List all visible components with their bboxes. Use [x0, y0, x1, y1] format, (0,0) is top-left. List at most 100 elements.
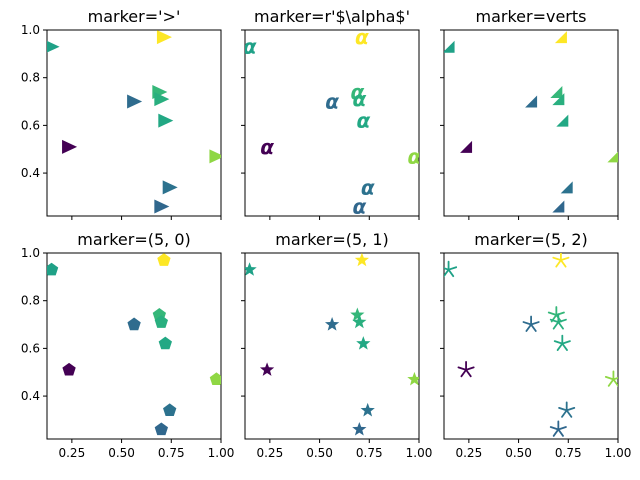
data-point-triangle-right	[158, 113, 174, 128]
data-point-alpha: α	[350, 80, 364, 104]
x-tick-label: 0.75	[356, 446, 383, 460]
markers-layer	[444, 253, 618, 437]
data-point-pentagon	[127, 317, 141, 331]
markers-layer	[47, 253, 221, 436]
data-point-alpha: α	[355, 25, 369, 49]
asterisk-spoke	[612, 378, 618, 387]
y-tick-label: 0.4	[21, 166, 40, 180]
subplot-title: marker=r'$\alpha$'	[254, 7, 410, 26]
subplot-panel: marker=(5, 2) 0.25 0.50 0.75 1.00	[440, 230, 631, 460]
axes-frame	[244, 252, 420, 440]
data-point-alpha: α	[352, 194, 366, 218]
subplot-grid: marker='>' 0.4 0.6 0.8 1.0 marker=r'$\alpha$'…	[21, 7, 631, 460]
asterisk-spoke	[561, 342, 568, 351]
x-tick-label: 0.50	[108, 446, 135, 460]
asterisk-spoke	[549, 426, 560, 431]
x-tick-label: 0.25	[256, 446, 283, 460]
data-point-triangle-right	[127, 94, 143, 109]
data-point-asterisk	[444, 260, 458, 278]
x-tick-label: 0.25	[58, 446, 85, 460]
asterisk-spoke	[460, 368, 467, 378]
y-tick-label: 0.6	[21, 341, 40, 355]
x-tick-label: 0.75	[158, 446, 185, 460]
data-point-triangle-right	[47, 40, 60, 53]
data-point-asterisk	[552, 253, 570, 268]
asterisk-spoke	[444, 268, 450, 278]
data-point-star	[259, 362, 275, 376]
asterisk-spoke	[525, 323, 532, 332]
axes-frame	[46, 29, 222, 217]
subplot-title: marker='>'	[88, 7, 181, 26]
data-point-star	[352, 421, 367, 436]
asterisk-spoke	[447, 266, 458, 271]
markers-layer	[47, 30, 221, 214]
data-point-asterisk	[549, 313, 567, 330]
axes-frame	[244, 29, 420, 217]
x-tick-label: 1.00	[208, 446, 235, 460]
asterisk-spoke	[547, 311, 558, 316]
asterisk-spoke	[522, 321, 532, 326]
y-tick-label: 1.0	[21, 246, 40, 260]
axes-frame	[46, 252, 222, 440]
data-point-verts	[556, 114, 569, 127]
data-point-verts	[550, 86, 563, 98]
data-point-star	[245, 262, 257, 276]
subplot-panel: marker='>' 0.4 0.6 0.8 1.0	[21, 7, 222, 220]
asterisk-spoke	[447, 268, 455, 278]
data-point-verts	[460, 140, 473, 153]
asterisk-spoke	[561, 340, 571, 345]
y-tick-label: 0.6	[21, 118, 40, 132]
data-point-star	[407, 371, 419, 386]
data-point-verts	[444, 40, 455, 53]
asterisk-spoke	[549, 318, 560, 324]
subplot-title: marker=(5, 2)	[474, 230, 588, 249]
data-point-verts	[552, 93, 565, 106]
asterisk-spoke	[604, 376, 615, 381]
data-point-star	[354, 253, 370, 267]
y-tick-label: 1.0	[21, 23, 40, 37]
data-point-asterisk	[457, 360, 475, 378]
data-point-star	[324, 317, 340, 331]
data-point-verts	[552, 200, 565, 213]
data-point-triangle-right	[162, 180, 178, 195]
asterisk-spoke	[565, 409, 573, 418]
data-point-pentagon	[163, 403, 177, 417]
data-point-triangle-right	[209, 149, 221, 164]
asterisk-spoke	[557, 318, 567, 324]
data-point-pentagon	[62, 362, 76, 376]
asterisk-spoke	[565, 407, 576, 412]
asterisk-spoke	[552, 321, 560, 330]
asterisk-spoke	[561, 409, 568, 418]
subplot-panel: marker=(5, 1) 0.25 0.50 0.75 1.00	[241, 230, 432, 460]
axes-frame	[443, 252, 619, 440]
asterisk-spoke	[530, 323, 537, 332]
x-tick-label: 0.50	[505, 446, 532, 460]
asterisk-spoke	[557, 428, 564, 437]
data-point-verts	[560, 181, 573, 194]
data-point-asterisk	[522, 315, 540, 332]
data-point-star	[356, 336, 371, 350]
data-point-alpha: α	[243, 35, 257, 59]
asterisk-spoke	[555, 259, 562, 268]
data-point-alpha: α	[260, 135, 274, 159]
asterisk-spoke	[465, 368, 472, 378]
asterisk-spoke	[552, 428, 560, 437]
asterisk-spoke	[557, 426, 567, 431]
y-tick-label: 0.8	[21, 294, 40, 308]
data-point-verts	[607, 151, 618, 163]
data-point-pentagon	[154, 315, 168, 328]
asterisk-spoke	[558, 407, 568, 412]
x-tick-label: 0.25	[455, 446, 482, 460]
x-tick-label: 1.00	[406, 446, 433, 460]
data-point-asterisk	[549, 420, 567, 437]
asterisk-spoke	[560, 259, 567, 268]
markers-layer	[245, 253, 419, 436]
data-point-alpha: α	[356, 109, 370, 133]
data-point-star	[352, 314, 367, 329]
asterisk-spoke	[560, 256, 570, 262]
subplot-title: marker=(5, 0)	[77, 230, 191, 249]
data-point-triangle-right	[154, 92, 170, 107]
